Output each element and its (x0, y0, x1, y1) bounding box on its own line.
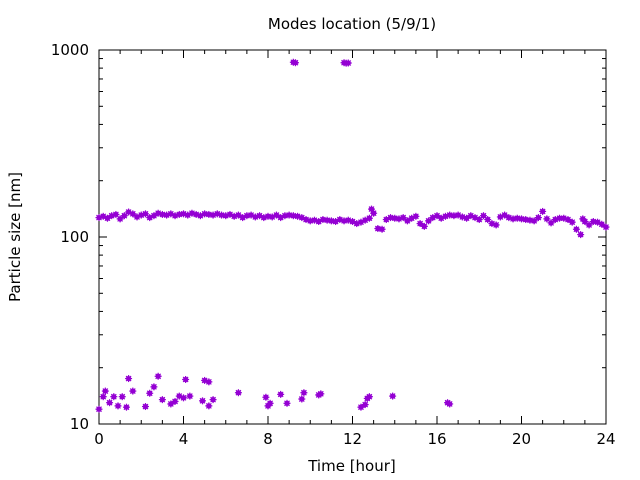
data-point (556, 214, 564, 222)
data-point (534, 214, 542, 222)
data-point (602, 223, 610, 231)
x-axis-label: Time [hour] (307, 457, 396, 475)
data-point (116, 215, 124, 223)
data-point (125, 375, 133, 383)
axis-ticks: 0 4 8 12 16 20 24 10 100 1000 (51, 41, 616, 448)
data-point (146, 389, 154, 397)
data-point (199, 397, 207, 405)
data-point (205, 378, 213, 386)
data-point (530, 217, 538, 225)
y-tick-label: 1000 (51, 41, 89, 59)
data-point (365, 214, 373, 222)
data-point (112, 210, 120, 218)
data-point (285, 211, 293, 219)
data-point (205, 402, 213, 410)
data-point (412, 212, 420, 220)
data-point (317, 390, 325, 398)
data-point (133, 213, 141, 221)
data-point (129, 387, 137, 395)
data-point (479, 212, 487, 220)
data-point (247, 211, 255, 219)
data-point (234, 389, 242, 397)
data-point (150, 212, 158, 220)
data-point (141, 403, 149, 411)
data-point (141, 210, 149, 218)
data-point (475, 216, 483, 224)
x-tick-label: 0 (94, 430, 104, 448)
plot-frame (98, 49, 607, 425)
data-point (266, 399, 274, 407)
data-point (101, 387, 109, 395)
x-tick-label: 12 (343, 430, 362, 448)
data-point (158, 396, 166, 404)
data-point (118, 393, 126, 401)
data-point (389, 392, 397, 400)
data-point (291, 59, 299, 67)
data-point (110, 393, 118, 401)
data-point (344, 59, 352, 67)
data-point (492, 221, 500, 229)
y-axis-label: Particle size [nm] (6, 172, 24, 302)
y-tick-label: 100 (60, 228, 89, 246)
data-point (420, 222, 428, 230)
data-point (262, 393, 270, 401)
data-point (543, 215, 551, 223)
data-point (150, 383, 158, 391)
data-point (585, 221, 593, 229)
data-point (298, 395, 306, 403)
data-point (283, 399, 291, 407)
data-point (568, 218, 576, 226)
data-point (300, 389, 308, 397)
data-point (129, 210, 137, 218)
data-point (209, 396, 217, 404)
data-point (106, 399, 114, 407)
data-point (201, 376, 209, 384)
data-point (182, 375, 190, 383)
data-point (399, 214, 407, 222)
data-point (403, 217, 411, 225)
data-point (95, 405, 103, 413)
data-point (175, 392, 183, 400)
data-point (361, 216, 369, 224)
y-tick-label: 10 (70, 415, 89, 433)
data-point (361, 401, 369, 409)
data-point (186, 392, 194, 400)
data-point (539, 207, 547, 215)
x-tick-label: 20 (512, 430, 531, 448)
data-point (370, 209, 378, 217)
data-point (171, 397, 179, 405)
data-point (114, 402, 122, 410)
x-tick-label: 16 (427, 430, 446, 448)
x-tick-label: 24 (596, 430, 615, 448)
data-point (357, 403, 365, 411)
chart-title: Modes location (5/9/1) (268, 15, 436, 33)
data-point (122, 403, 130, 411)
data-point (154, 372, 162, 380)
data-point (484, 216, 492, 224)
data-point (99, 393, 107, 401)
data-point (547, 219, 555, 227)
data-point (103, 214, 111, 222)
data-point (572, 225, 580, 233)
data-points (95, 58, 610, 413)
x-tick-label: 8 (263, 430, 273, 448)
data-point (416, 220, 424, 228)
data-point (446, 400, 454, 408)
x-tick-label: 4 (179, 430, 189, 448)
data-point (365, 393, 373, 401)
data-point (378, 225, 386, 233)
data-point (298, 214, 306, 222)
data-point (598, 220, 606, 228)
data-point (577, 231, 585, 239)
data-point (180, 394, 187, 402)
data-point (277, 390, 285, 398)
data-point (581, 218, 589, 226)
data-point (425, 217, 433, 225)
data-point (408, 214, 416, 222)
data-point (327, 217, 335, 225)
data-point (446, 211, 454, 219)
data-point (382, 216, 390, 224)
